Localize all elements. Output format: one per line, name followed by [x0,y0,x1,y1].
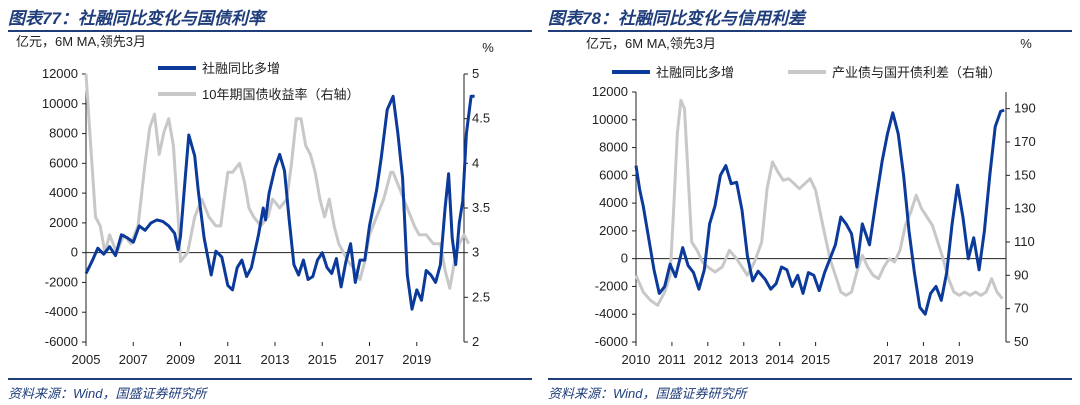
left-tick-label: 0 [621,251,628,266]
left-tick-label: 12000 [592,84,628,99]
left-tick-label: 10000 [592,112,628,127]
right-tick-label: 2 [472,334,479,349]
left-axis-unit: 亿元，6M MA,领先3月 [16,34,146,49]
left-tick-label: 2000 [599,223,628,238]
figure-title: 图表78：社融同比变化与信用利差 [548,9,805,28]
x-tick-label: 2011 [658,352,686,367]
x-tick-label: 2009 [166,352,195,367]
title-divider [8,30,532,32]
x-tick-label: 2015 [308,352,337,367]
right-tick-label: 50 [1014,334,1028,349]
right-tick-label: 3 [472,245,479,260]
right-axis-unit: % [1020,36,1032,51]
series-line-primary [634,108,1005,316]
source-note: 资料来源：Wind，国盛证券研究所 [548,386,747,401]
right-tick-label: 3.5 [472,200,490,215]
left-tick-label: 10000 [42,96,78,111]
footer-divider [548,378,1072,380]
chart-77: 亿元，6M MA,领先3月 % -6000 -4000 -2000 0 2000 4000 60… [16,34,494,367]
right-tick-label: 170 [1014,134,1036,149]
chart-78: 亿元，6M MA,领先3月 % -6000 -4000 -2000 0 2000 4000 60… [586,36,1036,367]
right-tick-label: 70 [1014,301,1028,316]
right-tick-label: 4.5 [472,111,490,126]
left-tick-label: 12000 [42,66,78,81]
left-tick-label: 0 [71,245,78,260]
figure-77-panel: 图表77：社融同比变化与国债利率 亿元，6M MA,领先3月% -6000 -400… [8,0,532,405]
x-tick-label: 2005 [72,352,101,367]
left-tick-label: -6000 [595,334,628,349]
right-axis-unit: % [482,40,494,55]
left-tick-label: 6000 [49,155,78,170]
legend-label: 社融同比多增 [202,61,280,76]
right-tick-label: 130 [1014,201,1036,216]
x-tick-label: 2007 [119,352,148,367]
series-line-primary [84,94,475,311]
x-tick-label: 2011 [214,352,242,367]
x-tick-label: 2013 [729,352,758,367]
right-tick-label: 4 [472,155,479,170]
x-tick-label: 2017 [873,352,902,367]
x-tick-label: 2018 [909,352,938,367]
left-tick-label: 6000 [599,167,628,182]
left-tick-label: 2000 [49,215,78,230]
source-note: 资料来源：Wind，国盛证券研究所 [8,386,207,401]
legend-label: 产业债与国开债利差（右轴） [832,65,1001,80]
right-tick-label: 5 [472,66,479,81]
title-divider [548,30,1072,32]
left-tick-label: 4000 [49,185,78,200]
x-tick-label: 2015 [801,352,830,367]
footer-divider [8,378,532,380]
x-tick-label: 2017 [355,352,384,367]
series-line-secondary [84,73,471,290]
series-line-secondary [634,98,1004,307]
figure-78-panel: 图表78：社融同比变化与信用利差 亿元，6M MA,领先3月% -6000 -400… [548,0,1072,405]
legend-label: 10年期国债收益率（右轴） [202,87,359,102]
left-tick-label: -2000 [45,274,78,289]
right-tick-label: 90 [1014,267,1028,282]
right-tick-label: 150 [1014,167,1036,182]
x-tick-label: 2012 [693,352,722,367]
left-tick-label: -2000 [595,278,628,293]
right-tick-label: 190 [1014,101,1036,116]
right-tick-label: 110 [1014,234,1035,249]
left-tick-label: -4000 [45,304,78,319]
x-tick-label: 2010 [622,352,651,367]
x-tick-label: 2019 [402,352,431,367]
left-tick-label: 4000 [599,195,628,210]
left-tick-label: 8000 [49,126,78,141]
right-tick-label: 2.5 [472,289,490,304]
left-tick-label: -4000 [595,306,628,321]
left-tick-label: -6000 [45,334,78,349]
x-tick-label: 2013 [261,352,290,367]
left-axis-unit: 亿元，6M MA,领先3月 [586,36,716,51]
figure-title: 图表77：社融同比变化与国债利率 [8,9,265,28]
x-tick-label: 2019 [945,352,974,367]
legend-label: 社融同比多增 [656,65,734,80]
left-tick-label: 8000 [599,140,628,155]
x-tick-label: 2014 [765,352,794,367]
